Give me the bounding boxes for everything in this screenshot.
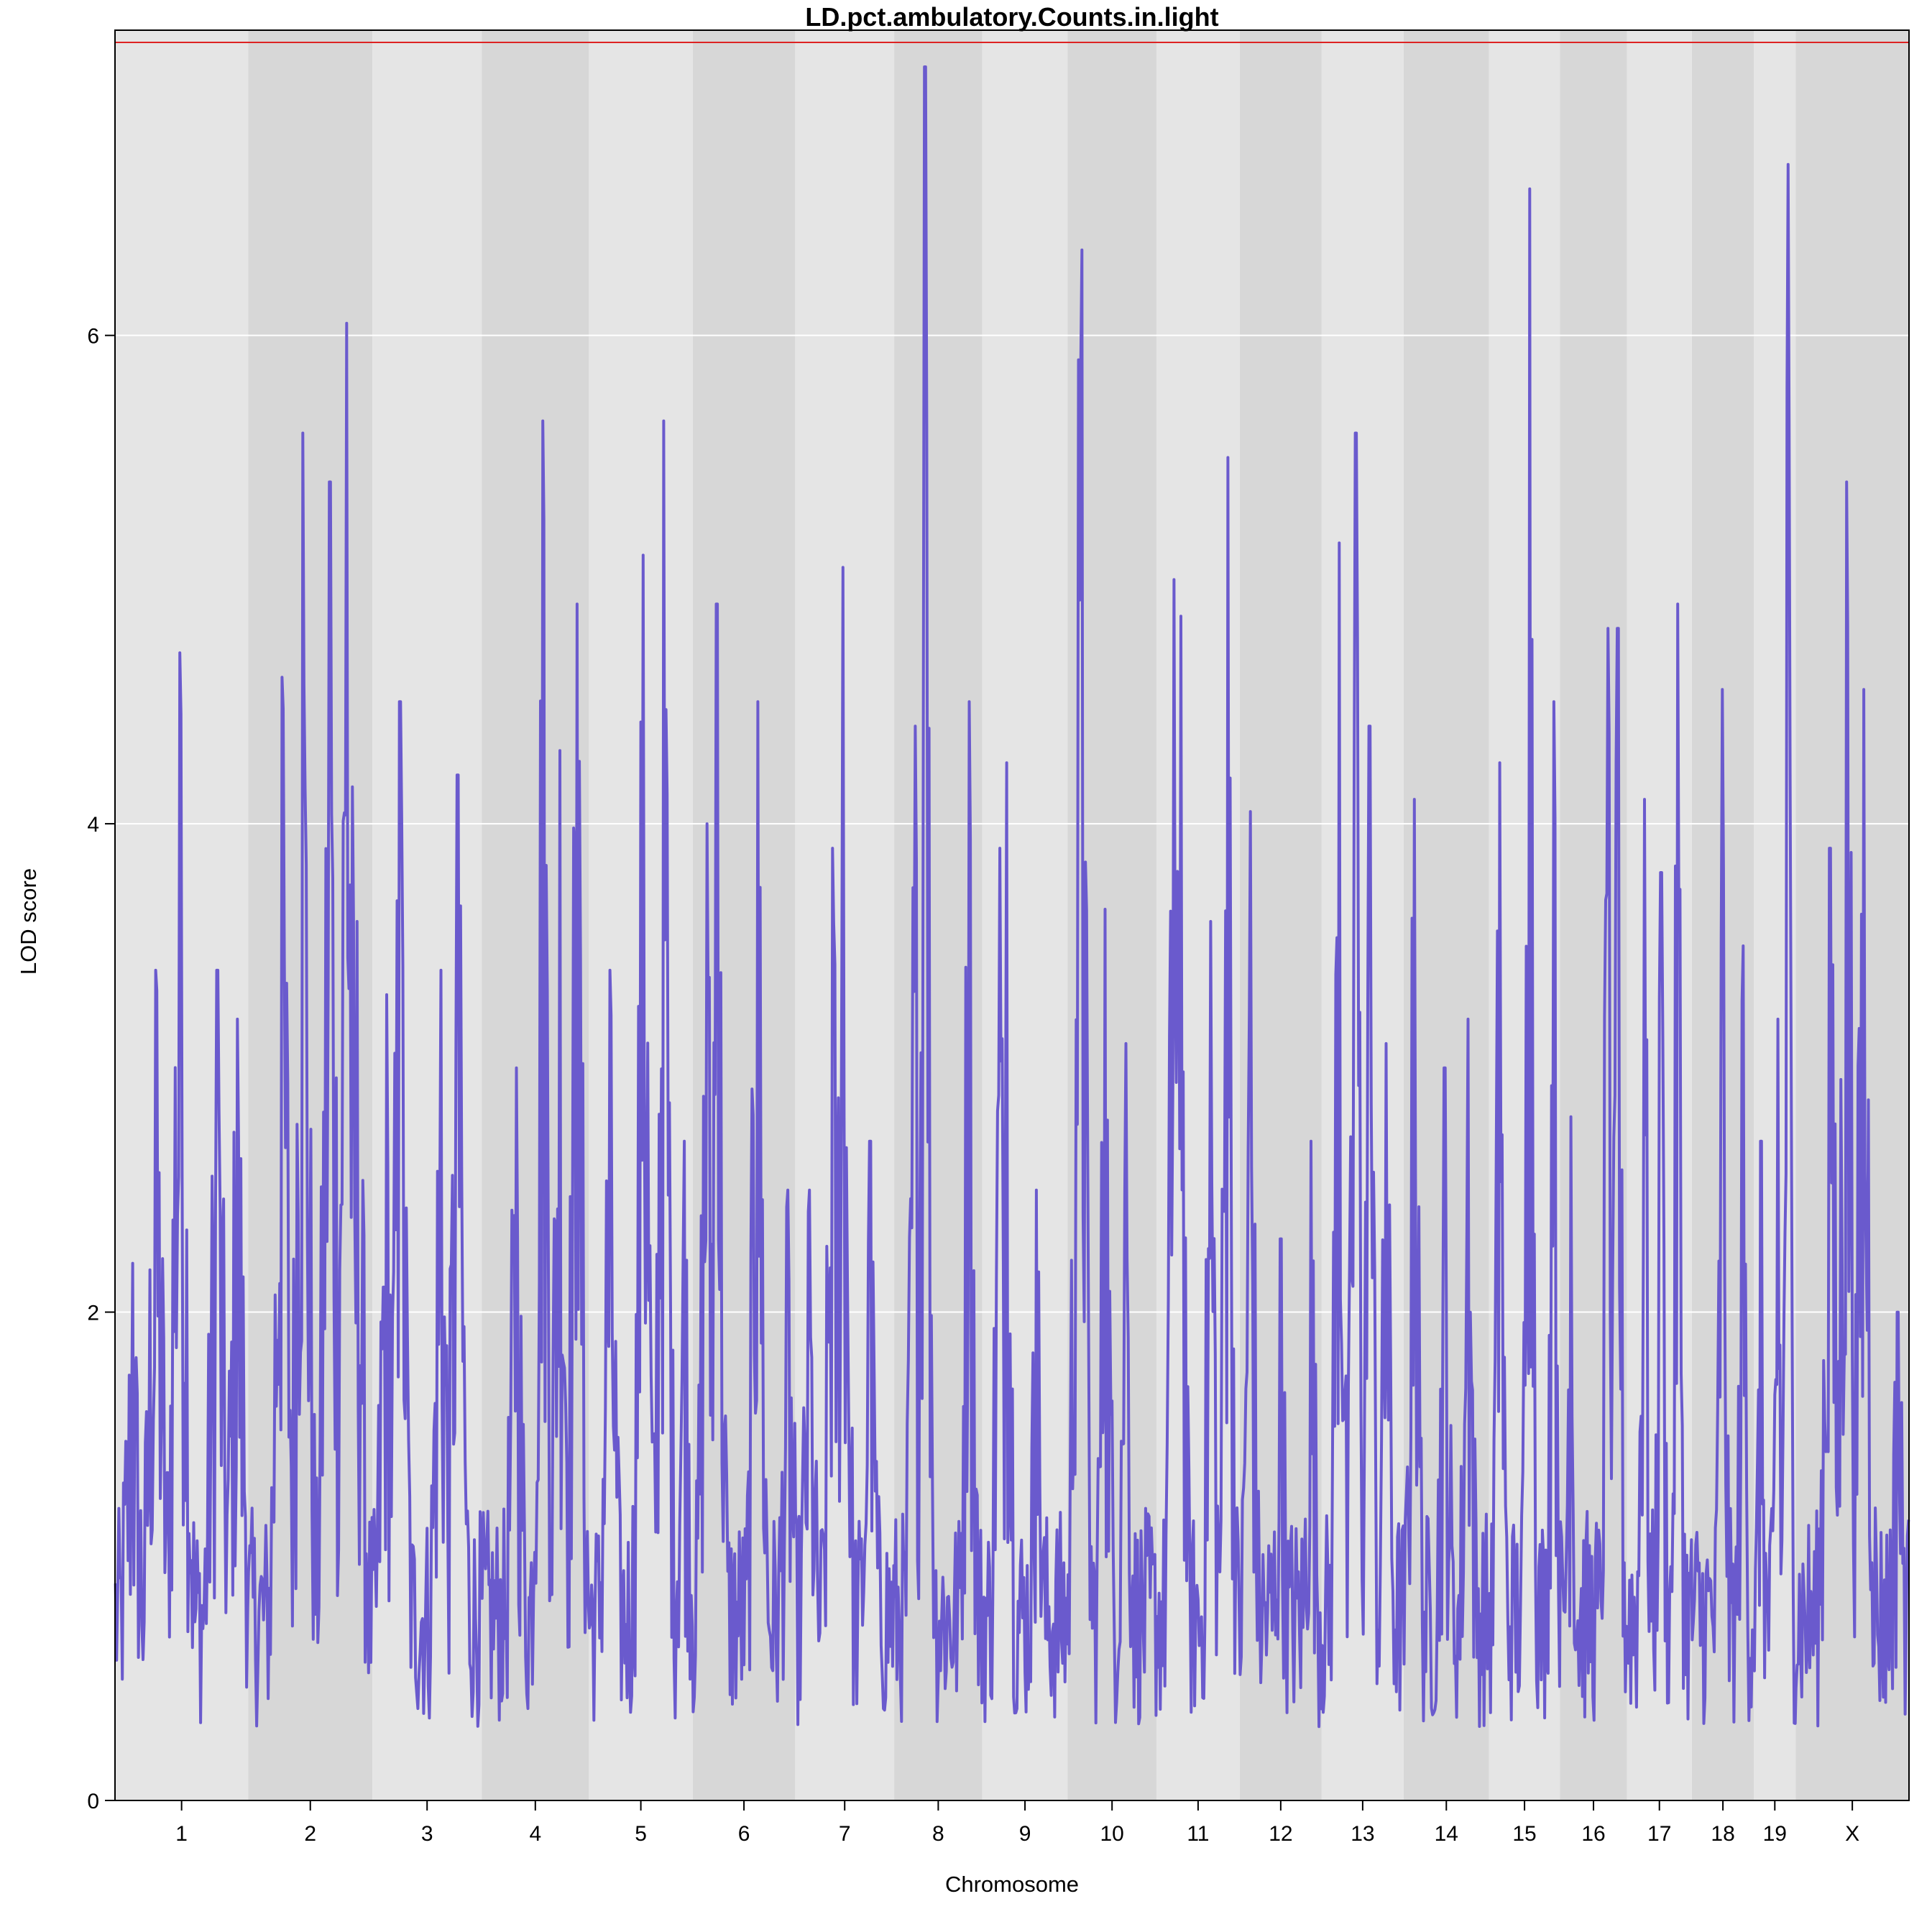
x-tick-label-chr-9: 9	[1019, 1822, 1031, 1846]
x-axis: 1 2 3 4 5 6 7 8 9 10 11 12 13 14 15 16 17 18 19 X	[175, 1800, 1859, 1846]
x-tick-label-chr-15: 15	[1512, 1822, 1536, 1846]
x-tick-label-chr-16: 16	[1581, 1822, 1605, 1846]
x-tick-label-chr-2: 2	[304, 1822, 316, 1846]
x-axis-title: Chromosome	[945, 1872, 1079, 1897]
x-tick-label-chr-6: 6	[738, 1822, 750, 1846]
lod-curve	[114, 65, 1910, 1729]
x-tick-label-chr-19: 19	[1763, 1822, 1787, 1846]
y-tick-label-0: 0	[87, 1790, 99, 1813]
x-tick-label-chr-17: 17	[1647, 1822, 1671, 1846]
y-tick-label-6: 6	[87, 325, 99, 349]
x-tick-label-chr-X: X	[1845, 1822, 1859, 1846]
band-chr-6	[692, 30, 796, 1800]
x-tick-label-chr-11: 11	[1187, 1822, 1209, 1846]
x-tick-label-chr-7: 7	[839, 1822, 851, 1846]
x-tick-label-chr-8: 8	[932, 1822, 944, 1846]
y-tick-label-4: 4	[87, 813, 99, 837]
x-tick-label-chr-13: 13	[1351, 1822, 1374, 1846]
x-tick-label-chr-12: 12	[1269, 1822, 1292, 1846]
plot-frame	[114, 29, 1910, 1801]
x-tick-label-chr-4: 4	[529, 1822, 541, 1846]
x-tick-label-chr-10: 10	[1100, 1822, 1124, 1846]
y-tick-label-2: 2	[87, 1302, 99, 1325]
x-tick-label-chr-14: 14	[1435, 1822, 1458, 1846]
x-tick-label-chr-3: 3	[421, 1822, 433, 1846]
x-tick-label-chr-1: 1	[175, 1822, 188, 1846]
chart-title: LD.pct.ambulatory.Counts.in.light	[805, 2, 1218, 32]
x-tick-label-chr-5: 5	[635, 1822, 647, 1846]
y-axis: 0 2 4 6	[87, 325, 115, 1813]
x-tick-label-chr-18: 18	[1711, 1822, 1734, 1846]
y-axis-title: LOD score	[16, 868, 41, 975]
